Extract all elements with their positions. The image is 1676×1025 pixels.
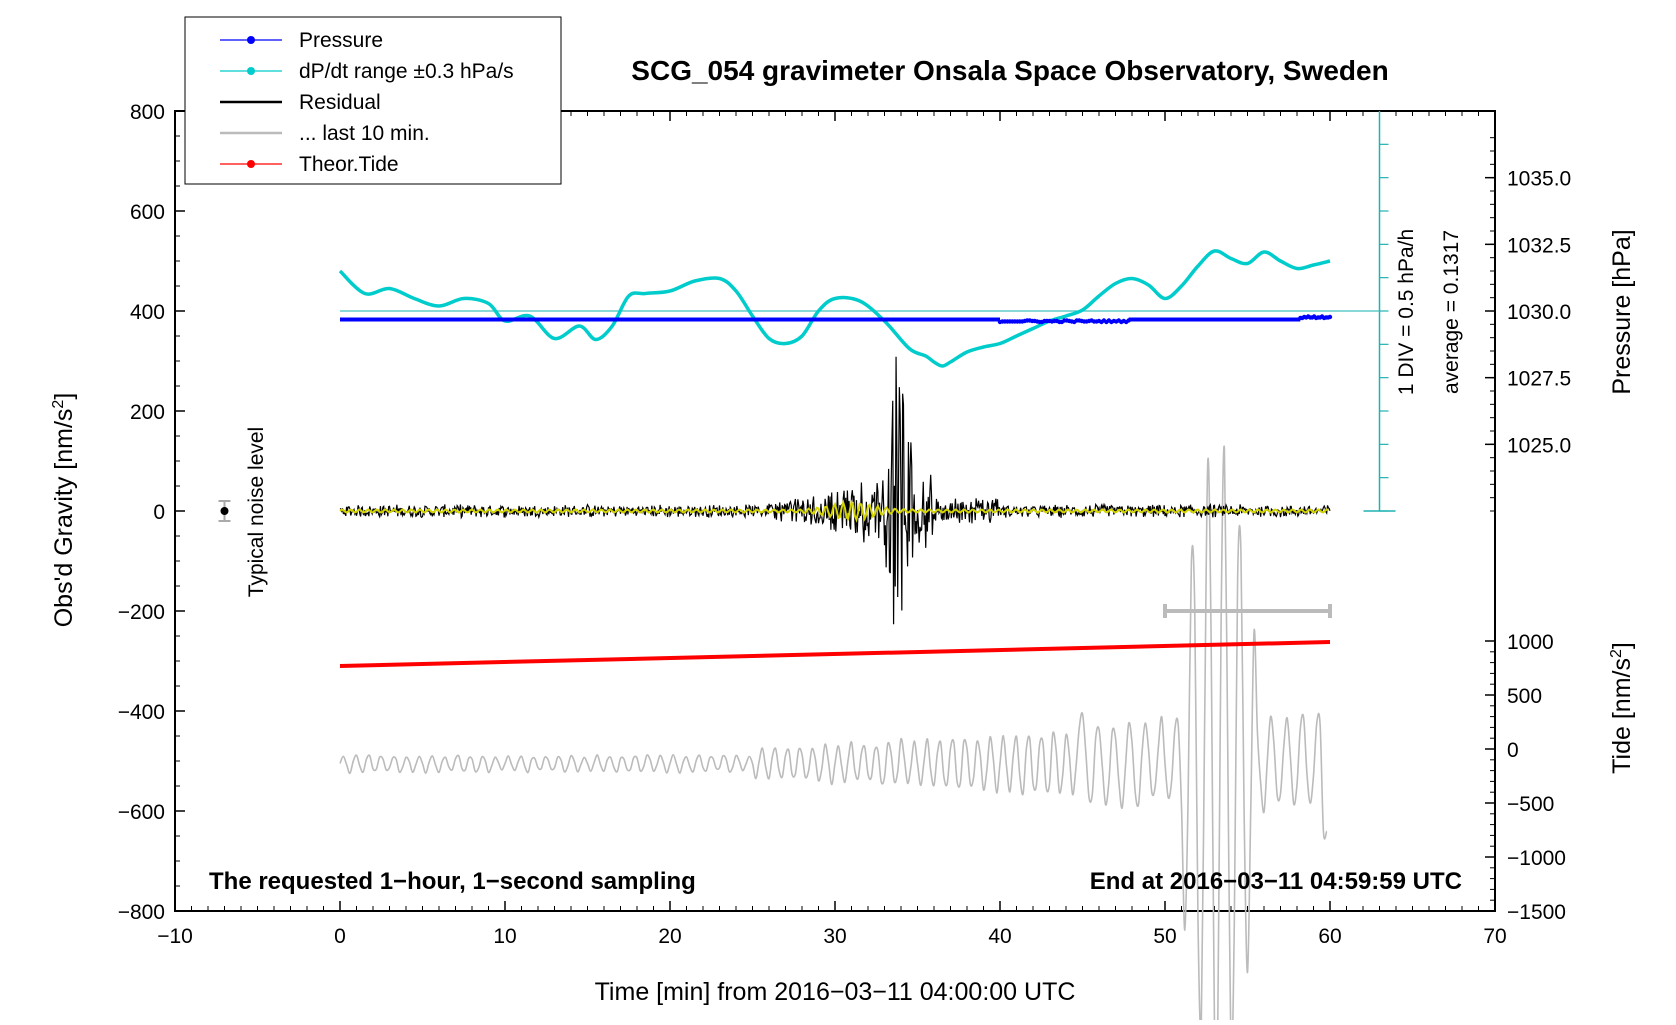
x-tick-label: 60	[1318, 925, 1341, 948]
legend-marker	[247, 67, 255, 75]
series-last-10-min	[339, 445, 1328, 1025]
x-tick-label: 50	[1153, 925, 1176, 948]
y-tick-label: 200	[130, 401, 165, 424]
legend: Pressure dP/dt range ±0.3 hPa/s Residual..…	[184, 16, 562, 185]
pressure-tick-label: 1030.0	[1507, 301, 1571, 324]
legend-box	[184, 16, 562, 185]
x-tick-label: 0	[334, 925, 346, 948]
y-axis-label-left: Obs'd Gravity [nm/s2]	[50, 393, 78, 628]
y-tick-label: −600	[118, 801, 165, 824]
pressure-tick-label: 1035.0	[1507, 168, 1571, 191]
x-tick-label: −10	[157, 925, 193, 948]
x-tick-label: 30	[823, 925, 846, 948]
legend-label: Pressure	[299, 29, 383, 52]
x-axis-label: Time [min] from 2016−03−11 04:00:00 UTC	[595, 978, 1076, 1006]
pressure-tick-label: 1032.5	[1507, 234, 1571, 257]
tide-tick-label: 500	[1507, 685, 1542, 708]
pressure-tick-label: 1027.5	[1507, 368, 1571, 391]
tide-tick-label: 1000	[1507, 631, 1554, 654]
annotation-end-time: End at 2016−03−11 04:59:59 UTC	[1090, 868, 1462, 895]
y-tick-label: −800	[118, 901, 165, 924]
annotation-sampling: The requested 1−hour, 1−second sampling	[209, 868, 696, 895]
noise-level-label: Typical noise level	[245, 427, 268, 597]
x-tick-label: 20	[658, 925, 681, 948]
chart-title: SCG_054 gravimeter Onsala Space Observat…	[631, 55, 1388, 86]
series-layer	[218, 111, 1396, 1025]
scale-bar-label-1: 1 DIV = 0.5 hPa/h	[1395, 229, 1418, 395]
pressure-point	[1126, 318, 1131, 323]
y-tick-label: −200	[118, 601, 165, 624]
x-tick-label: 10	[493, 925, 516, 948]
tide-tick-label: −1000	[1507, 847, 1566, 870]
pressure-tick-label: 1025.0	[1507, 434, 1571, 457]
y-axis-label-pressure: Pressure [hPa]	[1608, 229, 1636, 394]
y-tick-label: 400	[130, 301, 165, 324]
series-theor-tide	[339, 640, 1331, 668]
y-tick-label: 600	[130, 201, 165, 224]
tide-tick-label: −1500	[1507, 901, 1566, 924]
legend-label: ... last 10 min.	[299, 122, 430, 145]
tide-tick-label: −500	[1507, 793, 1554, 816]
scale-bar-label-2: average = 0.1317	[1440, 230, 1463, 394]
tide-tick-label: 0	[1507, 739, 1519, 762]
series-residual-smoothed	[339, 499, 1329, 523]
axis-ticks: −10 0 10 20 30 40 50 60 70 −800 −600 −400 −200 0 200 40…	[118, 101, 1572, 948]
y-tick-label: 0	[153, 501, 165, 524]
pressure-point	[1327, 314, 1333, 320]
legend-marker	[247, 36, 255, 44]
legend-marker	[247, 160, 255, 168]
x-tick-label: 70	[1483, 925, 1506, 948]
series-dpdt	[338, 249, 1331, 368]
noise-point	[220, 507, 229, 515]
y-axis-label-tide: Tide [nm/s2]	[1608, 642, 1636, 774]
legend-label: Theor.Tide	[299, 153, 399, 176]
y-tick-label: −400	[118, 701, 165, 724]
legend-label: Residual	[299, 91, 381, 114]
x-tick-label: 40	[988, 925, 1011, 948]
y-tick-label: 800	[130, 101, 165, 124]
legend-label: dP/dt range ±0.3 hPa/s	[299, 60, 514, 83]
